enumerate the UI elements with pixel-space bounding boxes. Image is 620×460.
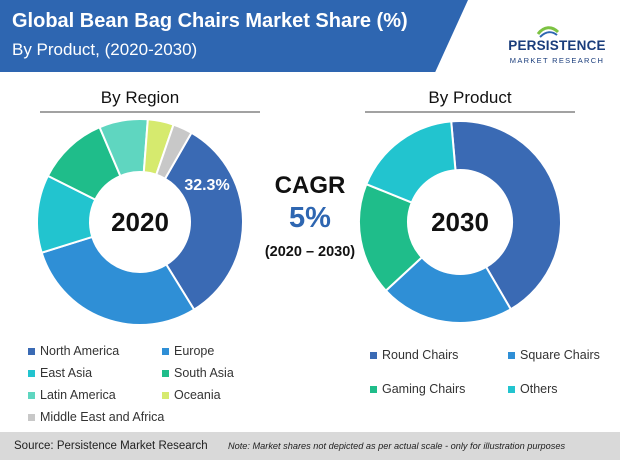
cagr-period: (2020 – 2030) xyxy=(264,244,356,260)
legend-latin-america: Latin America xyxy=(28,388,116,402)
slice-others xyxy=(365,120,457,204)
legend-label: East Asia xyxy=(40,366,93,380)
legend-swatch xyxy=(508,386,515,394)
legend-label: Latin America xyxy=(40,388,116,402)
logo-name: PERSISTENCE xyxy=(508,38,606,53)
logo-subtitle: MARKET RESEARCH xyxy=(509,56,605,65)
legend-swatch xyxy=(28,348,35,356)
cagr-value: 5% xyxy=(289,202,331,234)
cagr-label: CAGR xyxy=(274,172,346,199)
scale-disclaimer: Note: Market shares not depicted as per … xyxy=(228,441,566,451)
legend-label: Oceania xyxy=(174,388,221,402)
charts-canvas: 2020 2030 32.3% xyxy=(36,111,575,326)
product-donut-hole xyxy=(408,170,512,274)
region-donut xyxy=(36,118,244,326)
legend-swatch xyxy=(370,352,377,360)
header-banner xyxy=(0,0,468,72)
region-chart-title: By Region xyxy=(84,88,196,108)
legend-others: Others xyxy=(508,382,558,396)
legend-label: Gaming Chairs xyxy=(382,382,466,396)
company-logo: PERSISTENCE MARKET RESEARCH xyxy=(498,24,616,76)
product-donut xyxy=(358,120,562,324)
product-center-label: 2030 xyxy=(431,207,489,237)
legend-round-chairs: Round Chairs xyxy=(370,348,458,362)
legend-label: South Asia xyxy=(174,366,234,380)
legend-swatch xyxy=(370,386,377,394)
legend-north-america: North America xyxy=(28,344,119,358)
legend-east-asia: East Asia xyxy=(28,366,92,380)
source-note: Source: Persistence Market Research xyxy=(14,440,208,452)
logo-swoosh-icon xyxy=(536,26,560,38)
chart-title: Global Bean Bag Chairs Market Share (%) xyxy=(12,10,408,32)
legend-label: Square Chairs xyxy=(520,348,600,362)
legend-label: North America xyxy=(40,344,120,358)
legend-swatch xyxy=(28,392,35,400)
legend-label: Middle East and Africa xyxy=(40,410,165,424)
legend-swatch xyxy=(162,370,169,378)
legend-label: Europe xyxy=(174,344,215,358)
legend-south-asia: South Asia xyxy=(162,366,234,380)
legend-swatch xyxy=(162,348,169,356)
region-donut-hole xyxy=(90,172,190,272)
legend-middle-east-africa: Middle East and Africa xyxy=(28,410,164,424)
legend-swatch xyxy=(28,414,35,422)
legend-swatch xyxy=(508,352,515,360)
legend-gaming-chairs: Gaming Chairs xyxy=(370,382,465,396)
chart-subtitle: By Product, (2020-2030) xyxy=(12,40,198,59)
legend-oceania: Oceania xyxy=(162,388,221,402)
region-center-label: 2020 xyxy=(111,207,169,237)
legend-label: Others xyxy=(520,382,558,396)
legend-europe: Europe xyxy=(162,344,214,358)
footer-bar: Source: Persistence Market Research Note… xyxy=(0,432,620,460)
legend-label: Round Chairs xyxy=(382,348,459,362)
legend-swatch xyxy=(28,370,35,378)
product-chart-title: By Product xyxy=(408,88,532,108)
north-america-share-label: 32.3% xyxy=(184,177,229,194)
legend-swatch xyxy=(162,392,169,400)
legend-square-chairs: Square Chairs xyxy=(508,348,600,362)
